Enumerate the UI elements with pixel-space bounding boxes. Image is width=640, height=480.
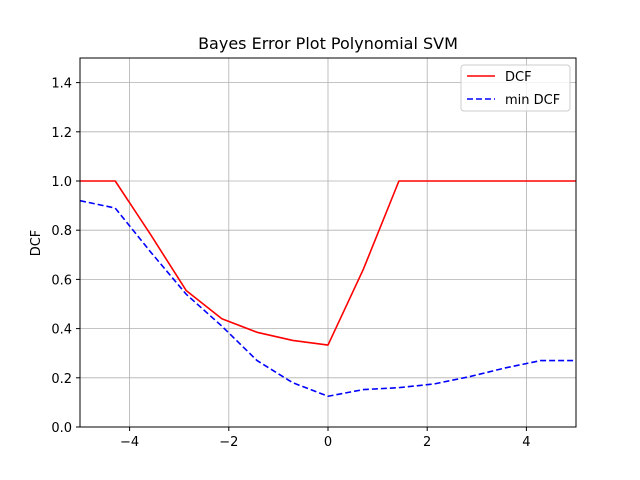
y-tick-label: 0.2 xyxy=(51,372,72,387)
legend-label-min-dcf: min DCF xyxy=(505,93,560,108)
legend-label-dcf: DCF xyxy=(505,70,532,85)
legend: DCF min DCF xyxy=(460,64,571,112)
y-tick-label: 0.8 xyxy=(51,224,72,239)
y-tick-label: 0.6 xyxy=(51,273,72,288)
y-axis-label: DCF xyxy=(29,230,44,257)
y-tick-label: 1.0 xyxy=(51,175,72,190)
series-line-min-dcf xyxy=(79,199,576,398)
plot-lines xyxy=(79,180,576,398)
y-tick-label: 0.0 xyxy=(51,421,72,436)
grid xyxy=(80,58,576,428)
series-line-dcf xyxy=(80,180,576,346)
y-tick-label: 0.4 xyxy=(51,323,72,338)
x-tick-label: −2 xyxy=(219,435,238,450)
y-tick-label: 1.2 xyxy=(51,126,72,141)
y-tick-label: 1.4 xyxy=(51,77,72,92)
x-tick-label: 2 xyxy=(423,435,431,450)
x-tick-label: 0 xyxy=(324,435,332,450)
x-tick-label: 4 xyxy=(522,435,530,450)
axis-ticks: −4 −2 0 2 4 0.0 0.2 0.4 0.6 0.8 1.0 1.2 1.4 xyxy=(51,77,530,450)
x-tick-label: −4 xyxy=(120,435,139,450)
chart-title: Bayes Error Plot Polynomial SVM xyxy=(198,34,458,53)
